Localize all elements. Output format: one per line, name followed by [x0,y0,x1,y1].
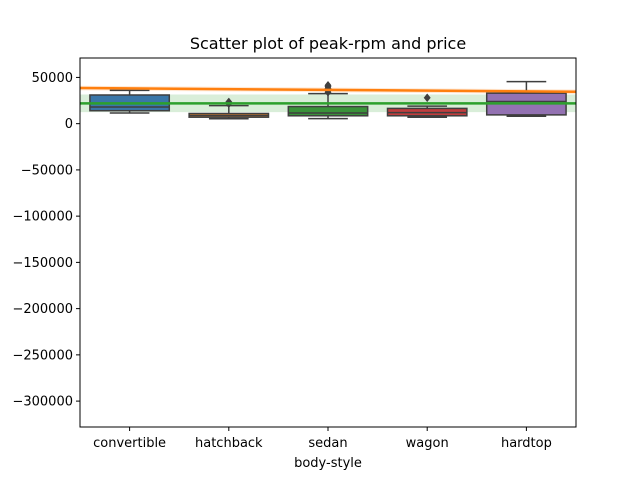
x-tick-label: hardtop [501,436,552,451]
y-tick-label: 0 [65,117,73,132]
x-axis-label: body-style [294,456,362,471]
y-axis: 50000 0 −50000 −100000 −150000 −200000 −250000… [12,71,80,410]
x-axis: convertible hatchback sedan wagon hardtop [93,427,552,451]
x-tick-label: convertible [93,436,166,451]
y-tick-label: 50000 [32,71,73,86]
outlier-point [423,93,431,103]
x-tick-label: sedan [308,436,347,451]
x-tick-label: hatchback [195,436,263,451]
x-tick-label: wagon [406,436,449,451]
regression-line-0 [79,86,577,94]
plot-area [79,80,577,120]
y-tick-label: −250000 [12,348,73,363]
y-tick-label: −200000 [12,302,73,317]
box-wagon [386,93,468,118]
y-tick-label: −300000 [12,395,73,410]
y-tick-label: −100000 [12,210,73,225]
box-convertible [89,89,171,114]
y-tick-label: −50000 [21,163,73,178]
y-tick-label: −150000 [12,256,73,271]
box-body [287,105,369,117]
box-hardtop [485,80,567,118]
chart-title: Scatter plot of peak-rpm and price [190,34,466,53]
